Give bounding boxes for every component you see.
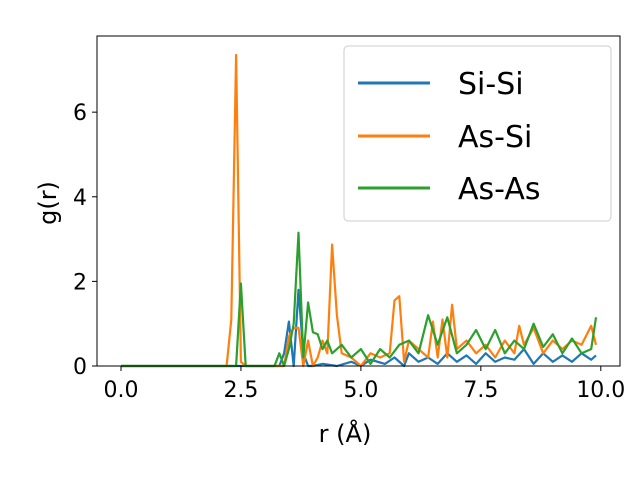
plot-frame — [96, 35, 621, 367]
x-tick-label: 7.5 — [463, 378, 498, 403]
legend-label-as-as: As-As — [458, 172, 540, 207]
y-tick-label: 4 — [73, 186, 87, 211]
y-axis-label: g(r) — [34, 181, 62, 225]
series-line-as-as — [121, 231, 598, 368]
x-axis-label: r (Å) — [319, 419, 372, 448]
x-axis-ticks: 0.0 2.5 5.0 7.5 10.0 — [103, 366, 625, 403]
legend-label-si-si: Si-Si — [458, 67, 524, 102]
legend-box — [343, 45, 612, 222]
series-layer — [121, 53, 598, 368]
y-tick-label: 2 — [73, 270, 87, 295]
x-tick-label: 10.0 — [576, 378, 625, 403]
legend-label-as-si: As-Si — [458, 120, 532, 155]
x-tick-label: 0.0 — [103, 378, 138, 403]
x-tick-label: 2.5 — [223, 378, 258, 403]
y-tick-label: 6 — [73, 101, 87, 126]
series-line-si-si — [121, 288, 597, 368]
y-axis-ticks: 0 2 4 6 — [73, 101, 97, 380]
legend: Si-Si As-Si As-As — [343, 45, 612, 222]
x-tick-label: 5.0 — [343, 378, 378, 403]
y-tick-label: 0 — [73, 355, 87, 380]
